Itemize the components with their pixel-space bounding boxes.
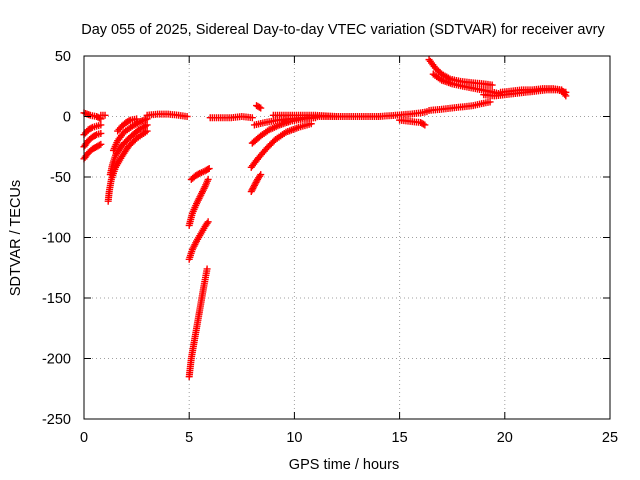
chart-title: Day 055 of 2025, Sidereal Day-to-day VTE… xyxy=(81,22,605,38)
data-point xyxy=(488,81,496,89)
x-tick-label: 20 xyxy=(497,430,513,446)
data-point xyxy=(204,165,212,173)
data-point xyxy=(561,90,569,98)
y-tick-label: -100 xyxy=(42,231,71,247)
data-point xyxy=(562,92,570,100)
data-point xyxy=(257,104,265,112)
y-tick-label: 50 xyxy=(55,49,71,65)
data-point xyxy=(183,113,191,120)
data-point xyxy=(91,131,99,139)
x-tick-label: 25 xyxy=(602,430,618,446)
data-point xyxy=(257,171,265,179)
x-axis-label: GPS time / hours xyxy=(289,457,399,473)
x-tick-label: 15 xyxy=(392,430,408,446)
data-point xyxy=(125,117,133,125)
data-point xyxy=(143,121,151,129)
data-point xyxy=(97,140,105,148)
data-point xyxy=(204,175,212,183)
y-tick-label: -50 xyxy=(50,170,71,186)
data-point xyxy=(133,115,141,123)
data-point xyxy=(95,141,103,149)
data-point xyxy=(205,165,213,173)
data-point xyxy=(194,170,202,178)
data-point xyxy=(203,219,211,227)
data-point xyxy=(248,114,256,122)
data-point xyxy=(255,103,263,111)
data-point xyxy=(143,127,151,135)
data-points xyxy=(80,56,570,381)
data-point xyxy=(87,124,95,132)
y-tick-label: -200 xyxy=(42,352,71,368)
data-point xyxy=(419,120,427,128)
y-tick-label: -250 xyxy=(42,412,71,428)
data-point xyxy=(486,98,494,106)
data-point xyxy=(256,172,264,180)
data-point xyxy=(203,265,211,273)
data-point xyxy=(101,111,109,119)
data-point xyxy=(97,129,105,137)
x-tick-label: 5 xyxy=(185,430,193,446)
data-point xyxy=(97,121,105,129)
data-point xyxy=(421,121,429,129)
data-point xyxy=(204,218,212,226)
x-tick-label: 0 xyxy=(80,430,88,446)
y-axis-label: SDTVAR / TECUs xyxy=(8,180,24,296)
x-tick-label: 10 xyxy=(286,430,302,446)
y-tick-label: 0 xyxy=(63,110,71,126)
y-tick-label: -150 xyxy=(42,291,71,307)
axis-ticks: 0 5 10 15 20 25 50 0 -50 -100 -150 -200 -250 xyxy=(42,49,618,446)
